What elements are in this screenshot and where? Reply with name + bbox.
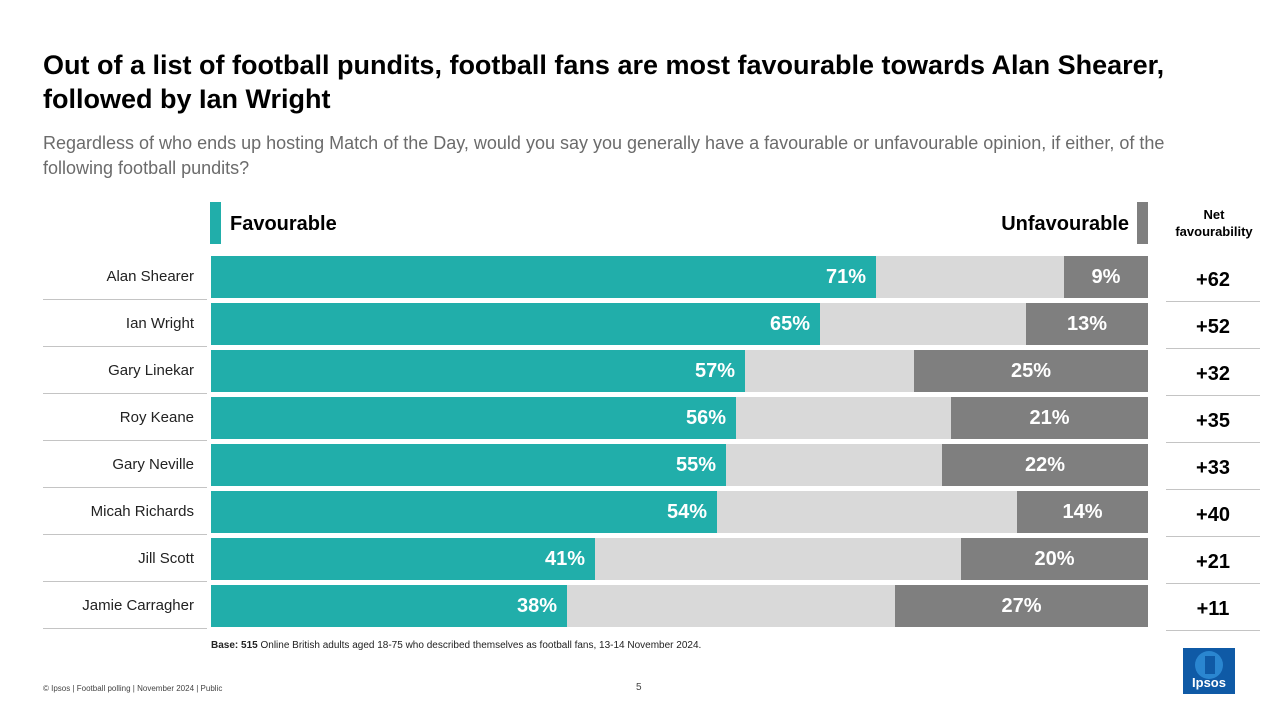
- net-favourability-value: +11: [1196, 598, 1230, 620]
- net-favourability-value: +33: [1196, 457, 1230, 479]
- category-label: Roy Keane: [119, 409, 194, 426]
- net-favourability-value: +40: [1196, 504, 1230, 526]
- logo-mark-icon: [1195, 651, 1223, 679]
- unfavourable-value-label: 21%: [1029, 407, 1070, 429]
- footer-text: © Ipsos | Football polling | November 20…: [43, 684, 223, 693]
- row-divider: [43, 534, 207, 535]
- legend-favourable-label: Favourable: [230, 213, 337, 235]
- favourable-value-label: 38%: [516, 595, 557, 617]
- net-favourability-value: +52: [1196, 316, 1230, 338]
- favourable-value-label: 65%: [769, 313, 810, 335]
- bar-unfavourable: [1017, 491, 1148, 533]
- bar-neutral: [567, 585, 895, 627]
- bar-neutral: [717, 491, 1017, 533]
- row-divider: [43, 581, 207, 582]
- favourable-value-label: 57%: [694, 360, 735, 382]
- row-divider: [43, 487, 207, 488]
- net-divider: [1166, 301, 1260, 302]
- base-number: 515: [241, 640, 258, 651]
- unfavourable-value-label: 14%: [1062, 501, 1103, 523]
- bar-neutral: [745, 350, 914, 392]
- favourable-value-label: 71%: [825, 266, 866, 288]
- bar-unfavourable: [1064, 256, 1148, 298]
- unfavourable-value-label: 13%: [1066, 313, 1108, 335]
- bar-favourable: [211, 303, 820, 345]
- bar-neutral: [595, 538, 961, 580]
- base-note: Base: 515 Online British adults aged 18-…: [211, 640, 701, 651]
- favourable-value-label: 55%: [675, 454, 716, 476]
- category-label: Jill Scott: [138, 550, 194, 567]
- row-divider: [43, 346, 207, 347]
- chart-subtitle: Regardless of who ends up hosting Match …: [43, 133, 1165, 178]
- legend-unfavourable-swatch: [1137, 202, 1148, 244]
- row-divider: [43, 628, 207, 629]
- net-divider: [1166, 536, 1260, 537]
- net-divider: [1166, 630, 1260, 631]
- category-label: Alan Shearer: [106, 268, 194, 285]
- net-divider: [1166, 442, 1260, 443]
- legend-unfavourable-label: Unfavourable: [1001, 213, 1129, 235]
- unfavourable-value-label: 25%: [1010, 360, 1052, 382]
- net-divider: [1166, 583, 1260, 584]
- bar-unfavourable: [914, 350, 1148, 392]
- category-label: Micah Richards: [90, 503, 194, 520]
- bar-favourable: [211, 350, 745, 392]
- bar-favourable: [211, 491, 717, 533]
- bar-unfavourable: [961, 538, 1148, 580]
- favourable-value-label: 41%: [544, 548, 585, 570]
- bar-unfavourable: [951, 397, 1148, 439]
- ipsos-logo: Ipsos: [1183, 648, 1235, 694]
- bar-unfavourable: [895, 585, 1148, 627]
- bar-neutral: [820, 303, 1026, 345]
- bar-unfavourable: [1026, 303, 1148, 345]
- unfavourable-value-label: 20%: [1034, 548, 1075, 570]
- bar-unfavourable: [942, 444, 1148, 486]
- net-favourability-value: +32: [1196, 363, 1230, 385]
- net-favourability-header: Net favourability: [1175, 207, 1253, 239]
- favourable-value-label: 56%: [685, 407, 726, 429]
- bar-favourable: [211, 585, 567, 627]
- bar-favourable: [211, 256, 876, 298]
- net-favourability-value: +35: [1196, 410, 1230, 432]
- net-divider: [1166, 348, 1260, 349]
- logo-text: Ipsos: [1192, 675, 1226, 690]
- net-divider: [1166, 489, 1260, 490]
- favourable-value-label: 54%: [666, 501, 707, 523]
- unfavourable-value-label: 27%: [1001, 595, 1042, 617]
- unfavourable-value-label: 22%: [1024, 454, 1066, 476]
- category-label: Gary Linekar: [108, 362, 194, 379]
- unfavourable-value-label: 9%: [1091, 266, 1121, 288]
- chart-title: Out of a list of football pundits, footb…: [43, 50, 1165, 114]
- bar-neutral: [726, 444, 942, 486]
- row-divider: [43, 393, 207, 394]
- bar-favourable: [211, 444, 726, 486]
- legend-favourable-swatch: [210, 202, 221, 244]
- bar-favourable: [211, 538, 595, 580]
- bar-favourable: [211, 397, 736, 439]
- base-label: Base:: [211, 640, 239, 651]
- category-label: Gary Neville: [112, 456, 194, 473]
- bar-neutral: [736, 397, 951, 439]
- page-number: 5: [636, 682, 642, 693]
- category-label: Ian Wright: [125, 315, 194, 332]
- net-favourability-value: +62: [1196, 269, 1230, 291]
- row-divider: [43, 440, 207, 441]
- category-label: Jamie Carragher: [82, 597, 194, 614]
- bar-neutral: [876, 256, 1064, 298]
- net-favourability-value: +21: [1196, 551, 1230, 573]
- row-divider: [43, 299, 207, 300]
- net-divider: [1166, 395, 1260, 396]
- base-text: Online British adults aged 18-75 who des…: [260, 640, 702, 651]
